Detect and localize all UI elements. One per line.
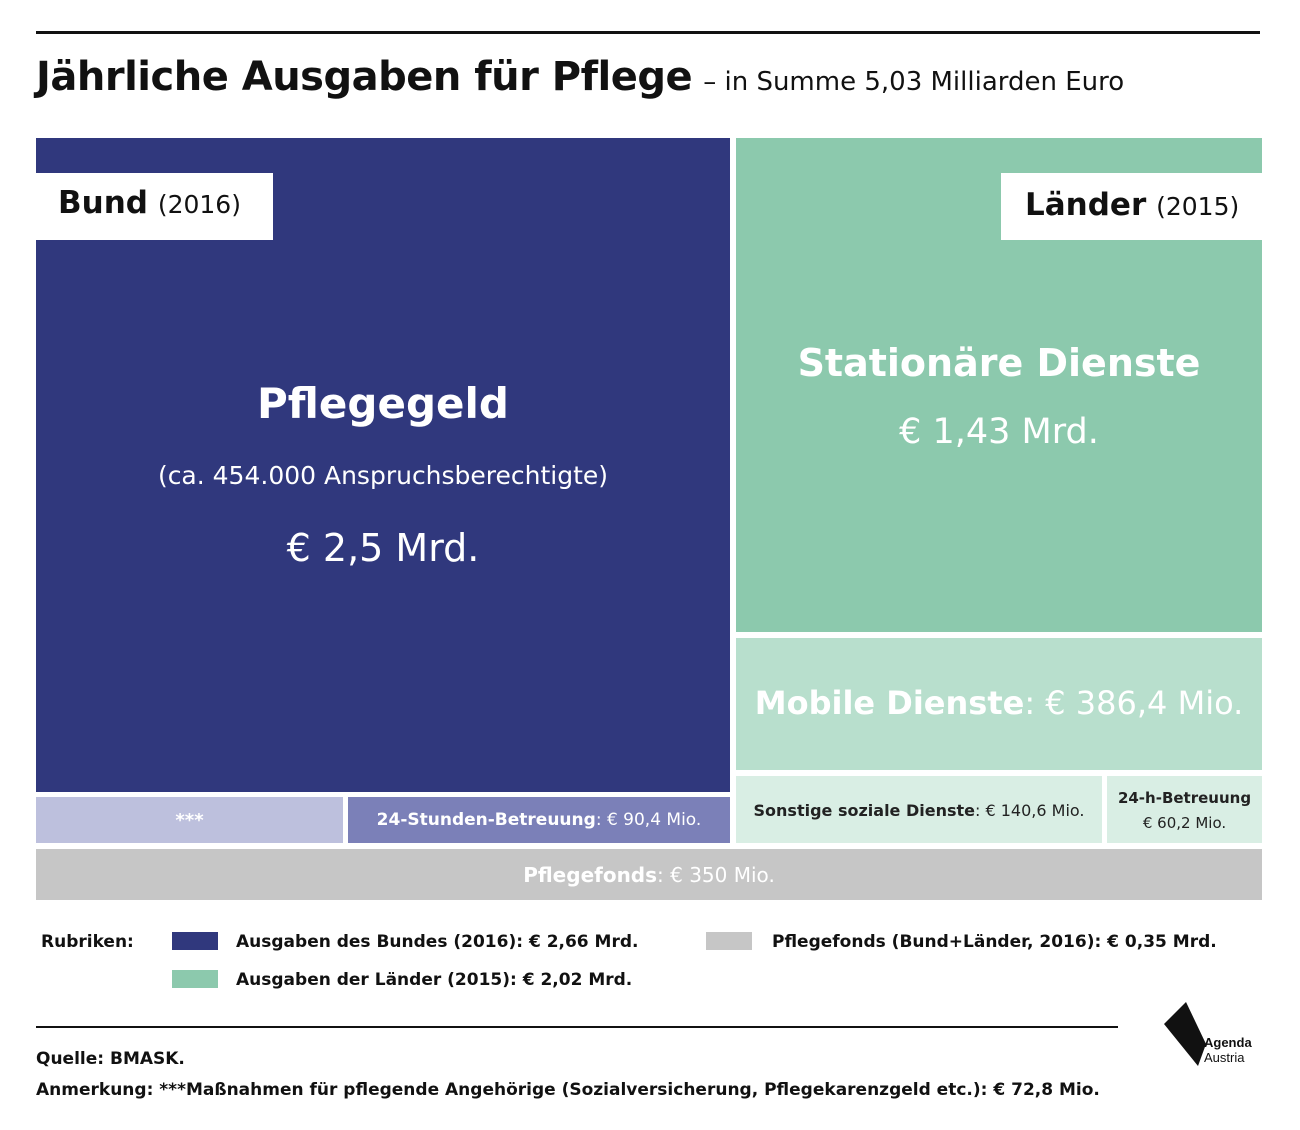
pflegegeld-note: (ca. 454.000 Anspruchsberechtigte) xyxy=(157,461,609,490)
stationaer-title: Stationäre Dienste xyxy=(797,341,1201,385)
sonstige-text: Sonstige soziale Dienste: € 140,6 Mio. xyxy=(736,801,1102,820)
tile-24h-betreuung: 24-h-Betreuung € 60,2 Mio. xyxy=(1107,776,1262,843)
stunden24-value: : € 90,4 Mio. xyxy=(595,810,702,830)
tile-pflegefonds: Pflegefonds: € 350 Mio. xyxy=(36,849,1262,900)
annotation-note: Anmerkung: ***Maßnahmen für pflegende An… xyxy=(36,1080,1100,1100)
pflegefonds-value: : € 350 Mio. xyxy=(657,863,775,887)
sonstige-name: Sonstige soziale Dienste xyxy=(753,801,975,820)
legend-swatch-laender xyxy=(172,970,218,988)
logo-mark-icon xyxy=(1164,1002,1206,1066)
legend-title: Rubriken: xyxy=(41,932,134,952)
top-rule xyxy=(36,31,1260,34)
logo-line1: Agenda xyxy=(1204,1035,1252,1050)
stunden24-text: 24-Stunden-Betreuung: € 90,4 Mio. xyxy=(348,810,730,830)
chart-title: Jährliche Ausgaben für Pflege – in Summe… xyxy=(36,54,1124,100)
legend-item-pflegefonds: Pflegefonds (Bund+Länder, 2016): € 0,35 … xyxy=(772,932,1217,952)
laender-tag-year: (2015) xyxy=(1156,192,1240,221)
title-subtitle: – in Summe 5,03 Milliarden Euro xyxy=(703,67,1125,97)
legend-swatch-bund xyxy=(172,932,218,950)
h24-value: € 60,2 Mio. xyxy=(1142,814,1227,832)
pflegefonds-text: Pflegefonds: € 350 Mio. xyxy=(36,863,1262,887)
logo-line2: Austria xyxy=(1204,1050,1245,1065)
mobile-name: Mobile Dienste xyxy=(754,684,1025,722)
h24-name: 24-h-Betreuung xyxy=(1117,789,1252,807)
stunden24-name: 24-Stunden-Betreuung xyxy=(376,810,596,830)
tile-stationaere-dienste: Stationäre Dienste € 1,43 Mrd. xyxy=(736,138,1262,632)
bottom-rule xyxy=(36,1026,1118,1028)
legend-item-bund: Ausgaben des Bundes (2016): € 2,66 Mrd. xyxy=(236,932,639,952)
mobile-text: Mobile Dienste: € 386,4 Mio. xyxy=(736,684,1262,722)
tile-angehoerige: *** xyxy=(36,797,343,843)
angehoerige-label: *** xyxy=(175,810,204,831)
stationaer-value: € 1,43 Mrd. xyxy=(899,412,1099,452)
tile-sonstige-dienste: Sonstige soziale Dienste: € 140,6 Mio. xyxy=(736,776,1102,843)
bund-tag: Bund (2016) xyxy=(36,173,273,240)
bund-tag-label: Bund xyxy=(58,185,148,221)
legend-item-laender: Ausgaben der Länder (2015): € 2,02 Mrd. xyxy=(236,970,633,990)
pflegegeld-value: € 2,5 Mrd. xyxy=(286,526,480,570)
tile-24-stunden-betreuung: 24-Stunden-Betreuung: € 90,4 Mio. xyxy=(348,797,730,843)
legend-swatch-pflegefonds xyxy=(706,932,752,950)
tile-pflegegeld: Pflegegeld (ca. 454.000 Anspruchsberecht… xyxy=(36,138,730,792)
source-note: Quelle: BMASK. xyxy=(36,1049,185,1069)
sonstige-value: : € 140,6 Mio. xyxy=(975,801,1085,820)
pflegegeld-title: Pflegegeld xyxy=(257,379,509,428)
bund-tag-year: (2016) xyxy=(157,190,241,219)
mobile-value: : € 386,4 Mio. xyxy=(1024,684,1244,722)
tile-mobile-dienste: Mobile Dienste: € 386,4 Mio. xyxy=(736,638,1262,770)
title-main: Jährliche Ausgaben für Pflege xyxy=(36,54,693,100)
pflegefonds-name: Pflegefonds xyxy=(523,863,658,887)
agenda-austria-logo: Agenda Austria xyxy=(1160,1002,1270,1072)
laender-tag-label: Länder xyxy=(1025,187,1147,223)
laender-tag: Länder (2015) xyxy=(1001,173,1262,240)
